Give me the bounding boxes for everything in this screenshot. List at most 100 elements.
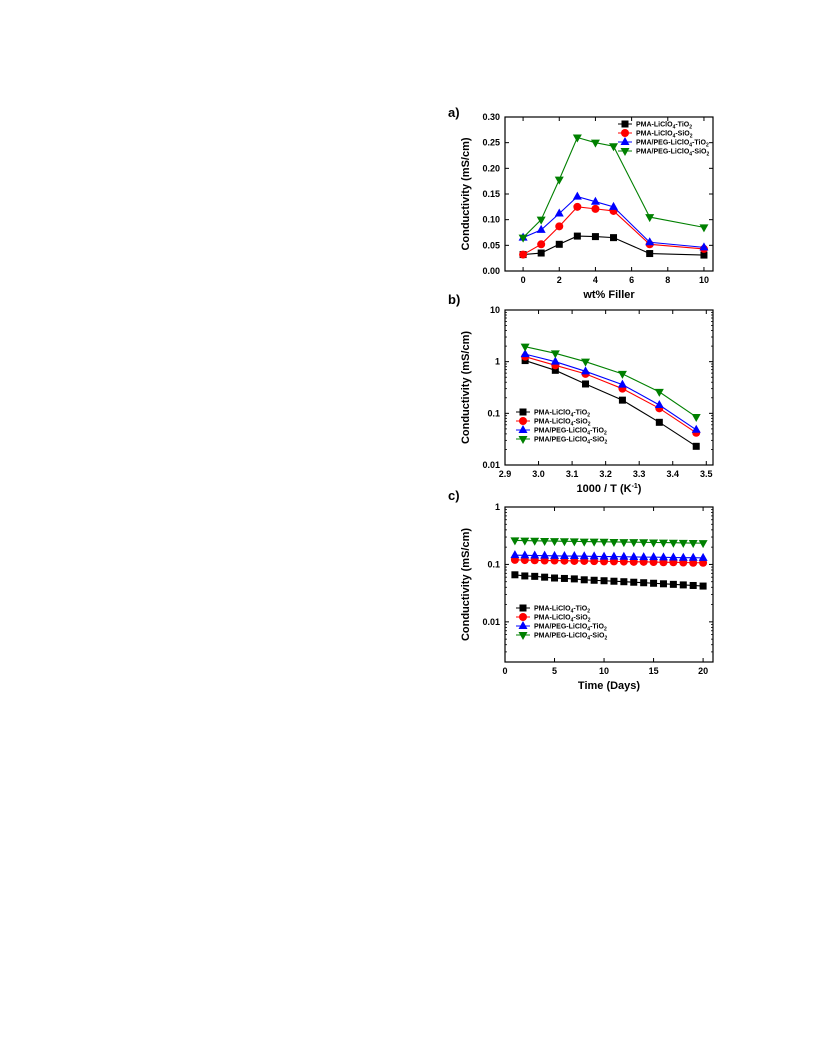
legend: PMA-LiClO4-TiO2PMA-LiClO4-SiO2PMA/PEG-Li… xyxy=(618,120,709,158)
legend-name: PMA-LiClO xyxy=(636,131,673,138)
legend-entry: PMA/PEG-LiClO4-TiO2 xyxy=(534,428,607,437)
data-point xyxy=(609,551,619,560)
x-tick-label: 20 xyxy=(698,666,708,676)
data-point xyxy=(520,537,530,546)
series-0 xyxy=(511,571,707,590)
legend-entry: PMA/PEG-LiClO4-SiO2 xyxy=(636,149,709,158)
data-point xyxy=(679,581,687,589)
legend-marker xyxy=(519,417,527,425)
series-2 xyxy=(518,191,709,251)
x-tick-label: 3.2 xyxy=(599,469,612,479)
data-point xyxy=(609,143,619,152)
legend-name: PMA/PEG-LiClO xyxy=(534,437,588,444)
legend-mid: -SiO xyxy=(675,131,690,138)
plot-frame xyxy=(504,309,714,466)
data-point xyxy=(536,216,546,225)
panel-0: a) 0 2 4 6 8 10 0.00 0.05 0.10 0.15 0.20 0.25 0.30 wt%… xyxy=(448,105,714,301)
data-point xyxy=(530,537,540,546)
data-point xyxy=(689,558,698,567)
data-point xyxy=(619,539,629,548)
data-point xyxy=(554,208,564,217)
data-point xyxy=(640,579,648,587)
data-point xyxy=(688,540,698,549)
y-tick-label: 0.01 xyxy=(482,460,500,470)
data-point xyxy=(609,538,619,547)
data-point xyxy=(609,201,619,210)
data-point xyxy=(654,388,664,397)
data-point xyxy=(510,537,520,546)
series-line xyxy=(522,136,705,239)
legend-name: PMA-LiClO xyxy=(636,122,673,129)
data-point xyxy=(617,379,627,388)
legend-entry: PMA-LiClO4-TiO2 xyxy=(636,122,692,131)
y-tick-label: 0.01 xyxy=(482,617,500,627)
x-tick-label: 15 xyxy=(649,666,659,676)
legend-mid: -SiO xyxy=(573,419,588,426)
y-tick-label: 0.25 xyxy=(482,138,500,148)
y-tick-label: 0.00 xyxy=(482,266,500,276)
data-point xyxy=(591,233,599,241)
data-point xyxy=(669,580,677,588)
legend-mid: -TiO xyxy=(590,428,604,435)
legend-sub: 4 xyxy=(571,413,574,419)
x-axis-title: wt% Filler xyxy=(582,289,635,301)
legend-sub: 2 xyxy=(604,440,607,446)
data-point xyxy=(618,396,626,404)
legend-sub: 2 xyxy=(588,618,591,624)
y-axis-title: Conductivity (mS/cm) xyxy=(460,528,472,641)
x-tick-label: 3.1 xyxy=(566,469,579,479)
y-tick-label: 1 xyxy=(495,502,500,512)
legend-entry: PMA/PEG-LiClO4-SiO2 xyxy=(534,633,607,642)
x-tick-label: 3.4 xyxy=(666,469,679,479)
data-point xyxy=(573,232,581,240)
data-point xyxy=(699,242,709,251)
legend-mid: -SiO xyxy=(590,437,605,444)
plot-frame xyxy=(504,506,714,663)
data-point xyxy=(600,577,608,585)
data-point xyxy=(649,539,659,548)
data-point xyxy=(531,572,539,580)
x-tick-label: 6 xyxy=(629,275,634,285)
legend-marker xyxy=(518,436,528,444)
legend-marker xyxy=(519,604,527,612)
legend-sub: 4 xyxy=(587,636,590,642)
panel-1: b) 2.9 3.0 3.1 3.2 3.3 3.4 3.5 0.01 0.1 1 10 1000 / … xyxy=(448,292,714,495)
legend-marker xyxy=(519,613,527,621)
data-point xyxy=(655,418,663,426)
legend-marker xyxy=(620,137,630,145)
data-point xyxy=(589,551,599,560)
legend-entry: PMA-LiClO4-SiO2 xyxy=(534,615,591,624)
data-point xyxy=(541,573,549,581)
data-point xyxy=(617,370,627,379)
data-point xyxy=(559,538,569,547)
y-tick-label: 0.1 xyxy=(487,408,500,418)
data-point xyxy=(551,574,559,582)
data-point xyxy=(555,240,563,248)
series-line xyxy=(522,195,705,248)
data-point xyxy=(582,380,590,388)
data-point xyxy=(550,550,560,559)
legend-sub: 4 xyxy=(673,125,676,131)
legend-sub: 4 xyxy=(571,618,574,624)
data-point xyxy=(550,356,560,365)
data-point xyxy=(699,582,707,590)
legend-name: PMA-LiClO xyxy=(534,410,571,417)
y-tick-label: 10 xyxy=(490,305,500,315)
data-point xyxy=(518,234,528,243)
legend-sub: 4 xyxy=(689,152,692,158)
x-axis-title: Time (Days) xyxy=(578,680,640,692)
data-point xyxy=(629,539,639,548)
data-point xyxy=(520,349,530,358)
y-tick-label: 0.1 xyxy=(487,559,500,569)
y-axis-title: Conductivity (mS/cm) xyxy=(460,331,472,444)
series-2 xyxy=(510,550,708,561)
data-point xyxy=(520,343,530,352)
data-point xyxy=(698,552,708,561)
legend-entry: PMA/PEG-LiClO4-TiO2 xyxy=(636,140,709,149)
series-line xyxy=(524,360,697,447)
x-tick-label: 5 xyxy=(552,666,557,676)
legend-sub: 4 xyxy=(571,609,574,615)
legend-sub: 2 xyxy=(604,636,607,642)
legend-sub: 2 xyxy=(706,152,709,158)
y-tick-label: 0.05 xyxy=(482,240,500,250)
